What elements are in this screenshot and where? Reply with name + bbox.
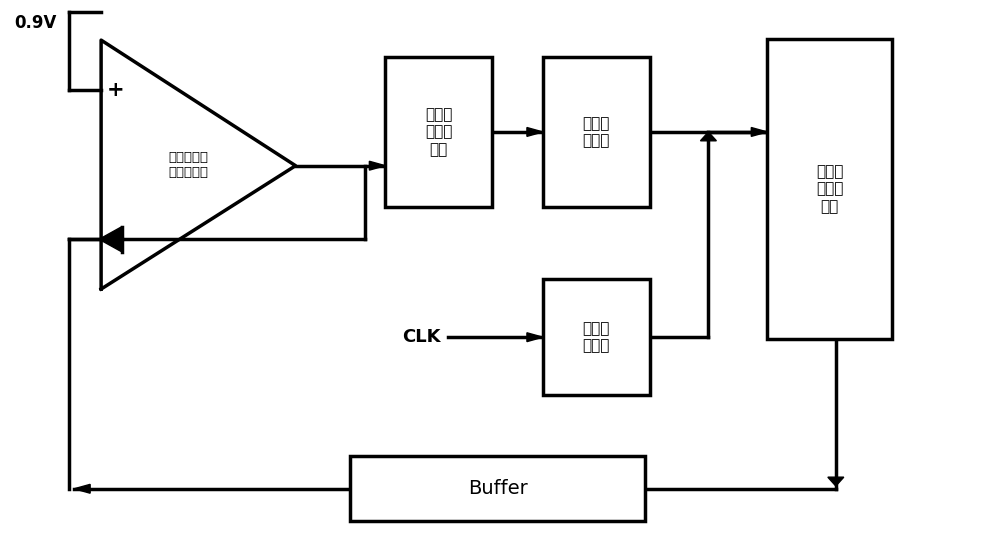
Text: 0.9V: 0.9V: [14, 14, 57, 32]
Polygon shape: [103, 235, 119, 244]
Polygon shape: [99, 226, 122, 252]
Polygon shape: [369, 161, 385, 170]
Polygon shape: [527, 127, 543, 136]
Polygon shape: [101, 40, 296, 289]
Bar: [385, 57, 492, 207]
Bar: [543, 279, 650, 395]
Polygon shape: [74, 484, 90, 493]
Text: CLK: CLK: [402, 328, 440, 346]
Bar: [350, 456, 645, 522]
Polygon shape: [700, 132, 716, 141]
Text: 电容放电电
流调节电路: 电容放电电 流调节电路: [168, 151, 208, 178]
Text: -: -: [110, 227, 120, 251]
Bar: [767, 39, 892, 339]
Polygon shape: [527, 333, 543, 341]
Polygon shape: [828, 477, 844, 486]
Text: 脉冲检
测还原
电路: 脉冲检 测还原 电路: [816, 164, 843, 214]
Text: Buffer: Buffer: [468, 479, 527, 498]
Bar: [543, 57, 650, 207]
Text: 脉冲产
生电路: 脉冲产 生电路: [583, 116, 610, 148]
Text: 时钟信
号整形
电路: 时钟信 号整形 电路: [425, 107, 452, 157]
Text: +: +: [106, 80, 124, 100]
Text: 脉冲产
生电路: 脉冲产 生电路: [583, 321, 610, 354]
Polygon shape: [751, 127, 767, 136]
